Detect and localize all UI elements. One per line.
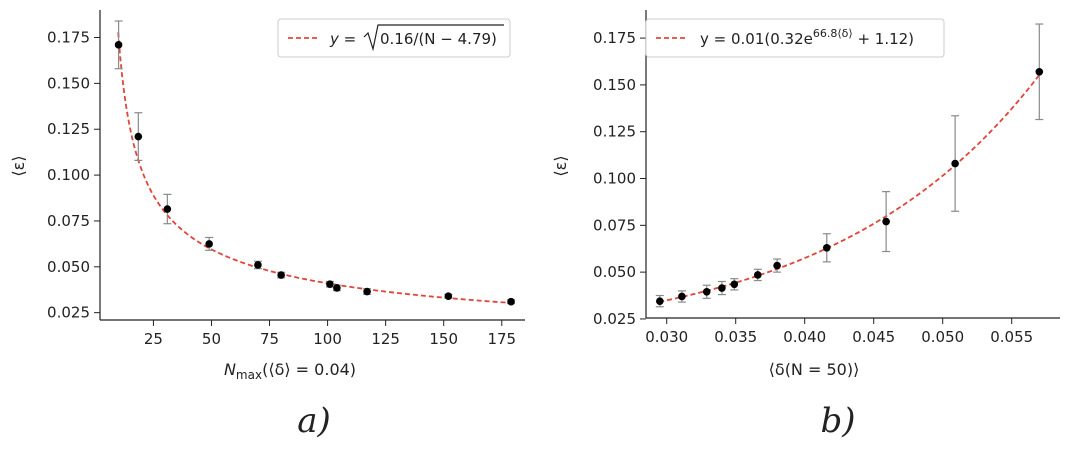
panel-a-legend-sqrt-text: 0.16/(N − 4.79): [380, 30, 497, 48]
panel-a-x-tick-label: 100: [313, 330, 342, 348]
panel-b-y-axis-label: ⟨ε⟩: [551, 155, 570, 176]
panel-b-legend-exponent: 66.8⟨δ⟩: [813, 27, 853, 40]
panel-a-chart: 0.025 0.050 0.075 0.100 0.125 0.150 0.175 25 50 7…: [9, 10, 525, 441]
panel-a-x-tick-label: 75: [260, 330, 279, 348]
panel-b-data-point: [951, 159, 959, 168]
panel-b-x-tick-label: 0.040: [783, 328, 826, 346]
panel-b-y-tick-label: 0.125: [593, 123, 636, 141]
panel-b-x-tick-label: 0.055: [990, 328, 1033, 346]
panel-a-data-point: [163, 205, 172, 213]
panel-a-data-point: [205, 240, 213, 248]
panel-a-x-axis-label: Nmax(⟨δ⟩ = 0.04): [224, 360, 356, 382]
panel-b-fit-curve: [659, 74, 1041, 303]
panel-b-y-tick-label: 0.025: [593, 310, 636, 328]
panel-a-legend: y = 0.16/(N − 4.79): [277, 18, 511, 58]
panel-b-data-point: [702, 287, 711, 296]
panel-a-x-axis-label-sub: max: [236, 368, 262, 382]
panel-b-y-tick-label: 0.100: [593, 170, 636, 188]
panel-b-data-point: [656, 297, 664, 305]
panel-b-data-point: [773, 261, 781, 270]
panel-a-fit-curve: [117, 32, 512, 304]
panel-a-data-point: [277, 271, 285, 279]
panel-b-legend-prefix: y = 0.01(0.32e: [700, 30, 813, 48]
panel-a-plot-area: 0.025 0.050 0.075 0.100 0.125 0.150 0.175 25 50 7…: [47, 10, 525, 348]
panel-a-legend-sqrt-sign: [363, 24, 504, 52]
panel-a-x-tick-label: 25: [144, 330, 163, 348]
panel-b-label: b): [820, 401, 855, 441]
panel-a-y-tick-label: 0.025: [47, 304, 90, 322]
panel-a-y-tick-label: 0.150: [47, 74, 90, 92]
panel-a-x-tick-label: 50: [202, 330, 221, 348]
panel-b-x-tick-label: 0.050: [921, 328, 964, 346]
panel-b-data-point: [730, 280, 739, 289]
panel-b-y-tick-label: 0.075: [593, 216, 636, 234]
panel-a-y-tick-label: 0.100: [47, 166, 90, 184]
panel-b-data-point: [1035, 67, 1044, 76]
panel-a-y-tick-label: 0.175: [47, 29, 90, 47]
panel-a-data-point: [114, 41, 123, 49]
panel-b-y-tick-label: 0.175: [593, 29, 636, 47]
panel-a-data-point: [326, 280, 334, 289]
panel-b-legend-suffix: + 1.12): [853, 30, 914, 48]
panel-b-data-point: [753, 271, 762, 279]
panel-a-x-tick-label: 175: [487, 330, 516, 348]
panel-b-x-tick-label: 0.030: [645, 328, 688, 346]
panel-a-data-point: [333, 284, 341, 292]
panel-a-legend-box: [277, 18, 511, 58]
panel-a-y-tick-label: 0.125: [47, 120, 90, 138]
panel-b-x-tick-label: 0.035: [714, 328, 757, 346]
panel-b-legend-box: [645, 18, 945, 58]
panel-b-y-tick-label: 0.150: [593, 76, 636, 94]
panel-a-x-tick-label: 150: [429, 330, 458, 348]
panel-a-data-point: [134, 132, 143, 141]
panel-a-legend-prefix: y =: [329, 30, 356, 48]
panel-b-y-tick-label: 0.050: [593, 263, 636, 281]
panel-a-x-tick-label: 125: [371, 330, 400, 348]
panel-b-x-tick-label: 0.045: [852, 328, 895, 346]
panel-b-data-point: [718, 284, 726, 292]
panel-a-y-tick-label: 0.050: [47, 258, 90, 276]
panel-b-data-point: [678, 292, 686, 301]
panel-a-data-point: [444, 292, 453, 300]
panel-a-x-axis-label-rest: (⟨δ⟩ = 0.04): [262, 360, 356, 379]
panel-a-data-point: [507, 297, 515, 306]
panel-b-legend: y = 0.01(0.32e66.8⟨δ⟩ + 1.12): [645, 18, 945, 58]
panel-a-data-point: [254, 261, 262, 269]
panel-b-chart: 0.025 0.050 0.075 0.100 0.125 0.150 0.175 0.030…: [551, 10, 1060, 441]
panel-a-y-axis-label: ⟨ε⟩: [9, 155, 28, 176]
panel-b-legend-text: y = 0.01(0.32e66.8⟨δ⟩ + 1.12): [700, 27, 914, 48]
panel-a-x-axis-label-n: N: [224, 360, 236, 379]
panel-b-data-point: [882, 217, 890, 226]
panel-b-plot-area: 0.025 0.050 0.075 0.100 0.125 0.150 0.175 0.030…: [593, 10, 1060, 346]
panel-a-label: a): [297, 401, 331, 441]
panel-a-y-tick-label: 0.075: [47, 212, 90, 230]
panel-b-x-axis-label: ⟨δ(N = 50)⟩: [769, 360, 860, 379]
panel-a-data-point: [363, 287, 371, 296]
panel-b-data-point: [822, 243, 831, 252]
